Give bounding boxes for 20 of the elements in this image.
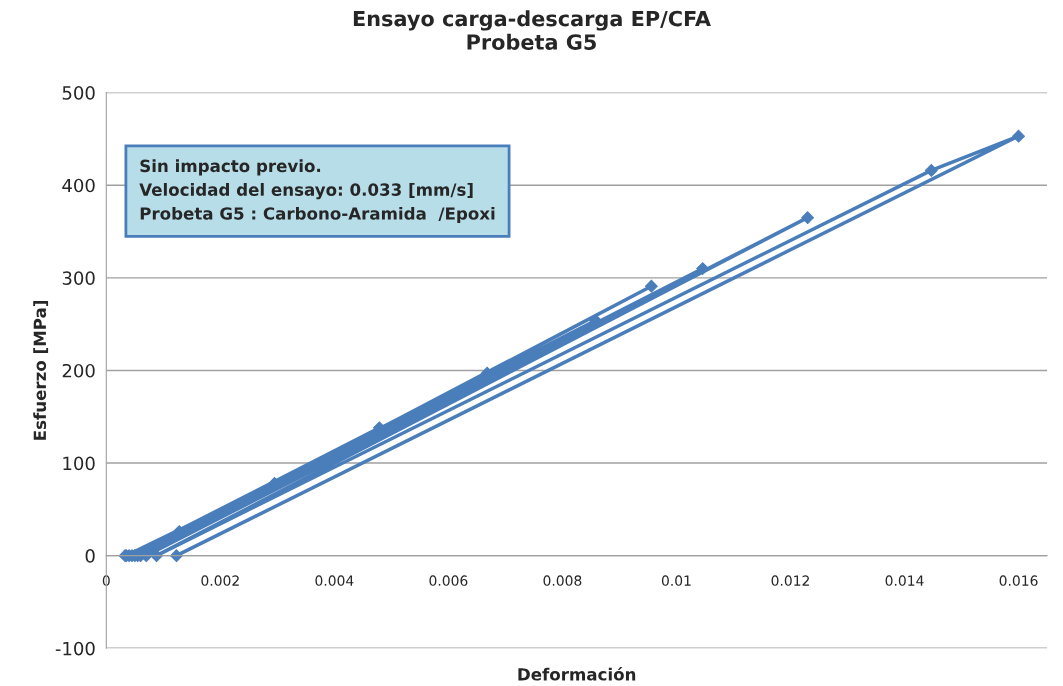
- x-tick-label: 0.006: [429, 575, 468, 586]
- annotation: Sin impacto previo. Velocidad del ensayo: 0.033 [mm/s] Probeta G5 : Carbono-Aramida /Epoxi: [139, 159, 495, 224]
- y-tick-label: 200: [62, 363, 95, 378]
- y-tick-label: 0: [85, 549, 95, 563]
- x-axis-title: Deformación: [518, 667, 636, 681]
- x-tick-label: 0.014: [885, 575, 924, 586]
- x-tick-label: 0.002: [201, 575, 239, 586]
- x-tick-label: 0.01: [661, 575, 691, 586]
- x-tick-label: 0.004: [315, 575, 354, 586]
- y-axis-title: Esfuerzo [MPa]: [33, 301, 49, 440]
- y-tick-label: 100: [63, 456, 95, 471]
- y-tick-label: -100: [55, 641, 95, 656]
- x-tick-label: 0: [102, 575, 110, 586]
- chart-title: Ensayo carga-descarga EP/CFA Probeta G5: [353, 10, 711, 50]
- y-tick-label: 400: [62, 178, 95, 193]
- y-tick-label: 300: [62, 271, 95, 285]
- x-tick-label: 0.008: [543, 575, 582, 586]
- x-tick-label: 0.012: [771, 575, 809, 586]
- y-tick-label: 500: [62, 86, 95, 100]
- x-tick-label: 0.016: [999, 575, 1038, 586]
